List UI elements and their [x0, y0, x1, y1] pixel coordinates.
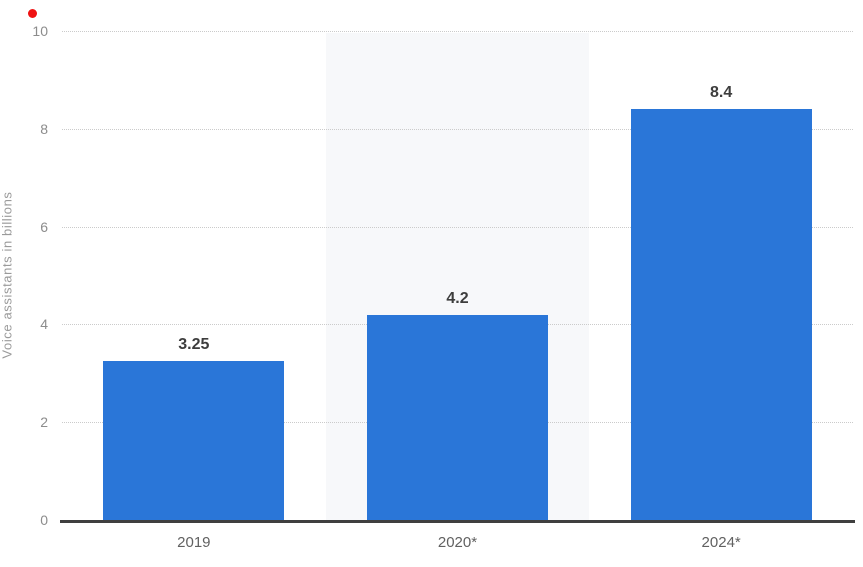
bar-2024*[interactable]: [630, 109, 812, 520]
bar-value-label: 8.4: [710, 84, 733, 102]
y-tick-label: 4: [40, 316, 48, 333]
bar-2019[interactable]: [103, 361, 285, 520]
bar-value-label: 3.25: [178, 336, 210, 354]
click-marker-dot: [28, 9, 37, 18]
plot-area: 3.25 4.2 8.4: [62, 31, 853, 520]
gridline-y-10: [62, 31, 853, 32]
gridline-y-6: [62, 226, 853, 228]
y-tick-label: 8: [40, 120, 48, 137]
y-tick-label: 2: [40, 414, 48, 431]
gridline-y-8: [62, 128, 853, 130]
y-tick-label: 10: [32, 23, 48, 39]
x-axis-label-2019: 2019: [177, 534, 211, 551]
bar-value-label: 4.2: [446, 289, 469, 307]
y-tick-label: 0: [40, 512, 48, 528]
x-axis-label-2024*: 2024*: [701, 534, 741, 551]
bar-2020*[interactable]: [367, 314, 548, 520]
x-axis-label-2020*: 2020*: [437, 534, 478, 551]
x-axis-line: [60, 520, 855, 523]
y-tick-label: 6: [40, 218, 48, 235]
y-axis-title: Voice assistants in billions: [0, 191, 15, 359]
